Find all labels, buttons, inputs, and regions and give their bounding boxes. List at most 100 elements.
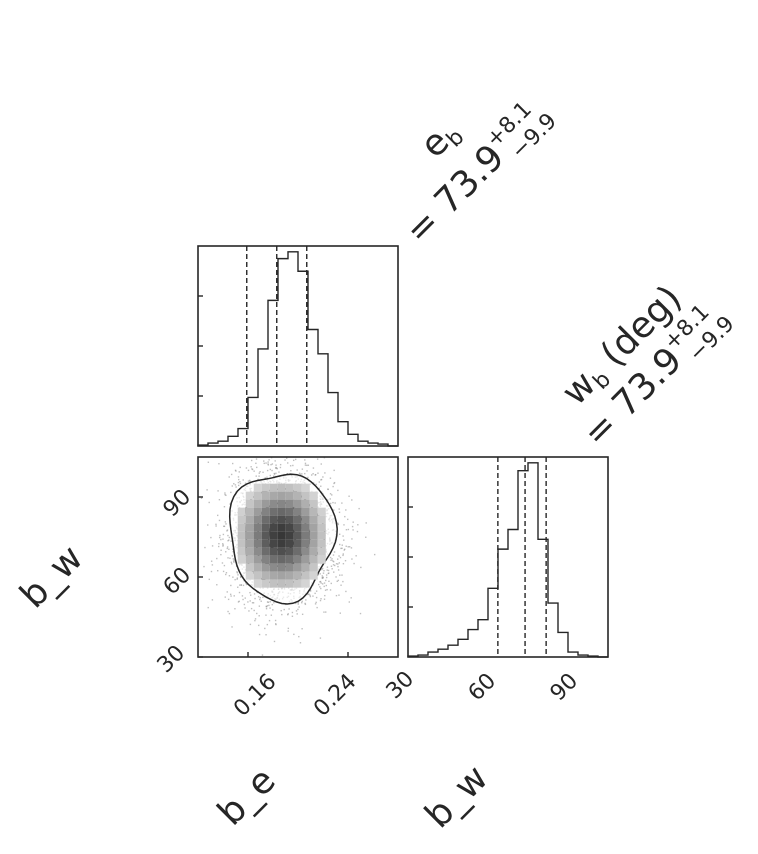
density-cell [301, 523, 310, 532]
scatter-point [249, 594, 252, 596]
scatter-point [222, 533, 225, 536]
scatter-point [347, 546, 349, 548]
density-cell [261, 571, 270, 580]
scatter-point [333, 469, 335, 472]
scatter-point [227, 598, 230, 601]
scatter-point [281, 613, 283, 616]
density-cell [277, 483, 286, 492]
scatter-point [342, 562, 345, 565]
scatter-point [275, 472, 277, 475]
scatter-point [323, 585, 325, 588]
scatter-point [217, 569, 219, 572]
scatter-point [318, 583, 320, 586]
scatter-point [270, 463, 272, 466]
scatter-point [224, 521, 227, 523]
density-cell [317, 547, 326, 556]
scatter-point [297, 608, 299, 611]
density-cell [309, 547, 318, 556]
scatter-point [290, 469, 292, 472]
scatter-point [227, 610, 229, 613]
scatter-point [217, 490, 219, 492]
density-cell [269, 523, 278, 532]
scatter-point [248, 479, 251, 482]
scatter-point [228, 536, 231, 539]
scatter-point [275, 464, 277, 466]
scatter-point [284, 459, 286, 461]
scatter-point [307, 464, 310, 466]
hist-b_w-quantile-lines [497, 457, 547, 657]
scatter-point [210, 560, 213, 562]
scatter-point [275, 623, 277, 626]
x-tick-label-90: 90 [546, 669, 583, 706]
title-b_e: eb = 73.9+8.1−9.9 [397, 97, 561, 252]
scatter-point [257, 478, 259, 481]
scatter-point [238, 591, 241, 594]
density-cell [309, 523, 318, 532]
scatter-point [268, 459, 270, 461]
scatter-point [239, 480, 241, 483]
scatter-point [334, 564, 336, 567]
scatter-point [218, 463, 220, 465]
scatter-point [244, 607, 246, 609]
scatter-point [273, 640, 276, 643]
scatter-point [267, 461, 269, 463]
scatter-point [256, 612, 258, 615]
scatter-point [260, 600, 262, 602]
scatter-point [343, 524, 345, 526]
scatter-point [347, 518, 349, 521]
scatter-point [304, 602, 306, 605]
scatter-point [285, 457, 288, 459]
scatter-point [279, 466, 282, 469]
scatter-point [350, 547, 353, 549]
density-cell [301, 563, 310, 572]
hist-b_w-step-line [407, 462, 608, 658]
density-cell [253, 563, 262, 572]
scatter-point [254, 619, 256, 622]
scatter-point [237, 484, 240, 487]
density-cell [237, 507, 246, 516]
hist-b_w-panel [407, 456, 609, 658]
scatter-point [223, 506, 226, 508]
scatter-point [261, 654, 264, 656]
scatter-point [224, 596, 226, 598]
scatter-point [323, 570, 325, 572]
scatter-point [339, 533, 341, 536]
scatter-point [254, 618, 257, 620]
scatter-point [306, 464, 308, 467]
scatter-point [319, 573, 321, 575]
scatter-point [345, 545, 347, 547]
density-cell [301, 531, 310, 540]
scatter-point [224, 492, 226, 494]
scatter-point [220, 549, 222, 551]
joint-x-tick-labels: 0.16 0.24 [229, 669, 361, 721]
scatter-point [332, 564, 335, 566]
scatter-point [244, 482, 247, 484]
joint-density-cells [237, 483, 326, 588]
scatter-point [329, 502, 332, 505]
density-cell [253, 523, 262, 532]
joint-y-tick-labels: 90 60 30 [153, 485, 196, 678]
scatter-point [262, 471, 264, 473]
scatter-point [319, 580, 322, 583]
scatter-point [228, 548, 230, 551]
density-cell [285, 571, 294, 580]
scatter-point [357, 524, 359, 526]
scatter-point [296, 613, 298, 615]
scatter-point [211, 599, 214, 601]
scatter-point [259, 598, 261, 601]
scatter-point [203, 565, 205, 568]
scatter-point [215, 525, 217, 527]
scatter-point [233, 559, 235, 561]
density-cell [293, 483, 302, 492]
density-cell [245, 555, 254, 564]
scatter-point [218, 536, 221, 539]
joint-panel [197, 456, 399, 658]
scatter-point [289, 465, 292, 467]
scatter-point [297, 601, 300, 604]
scatter-point [264, 477, 266, 479]
density-cell [277, 547, 286, 556]
scatter-point [207, 524, 209, 526]
density-cell [253, 555, 262, 564]
scatter-point [315, 590, 318, 592]
scatter-point [296, 469, 298, 471]
